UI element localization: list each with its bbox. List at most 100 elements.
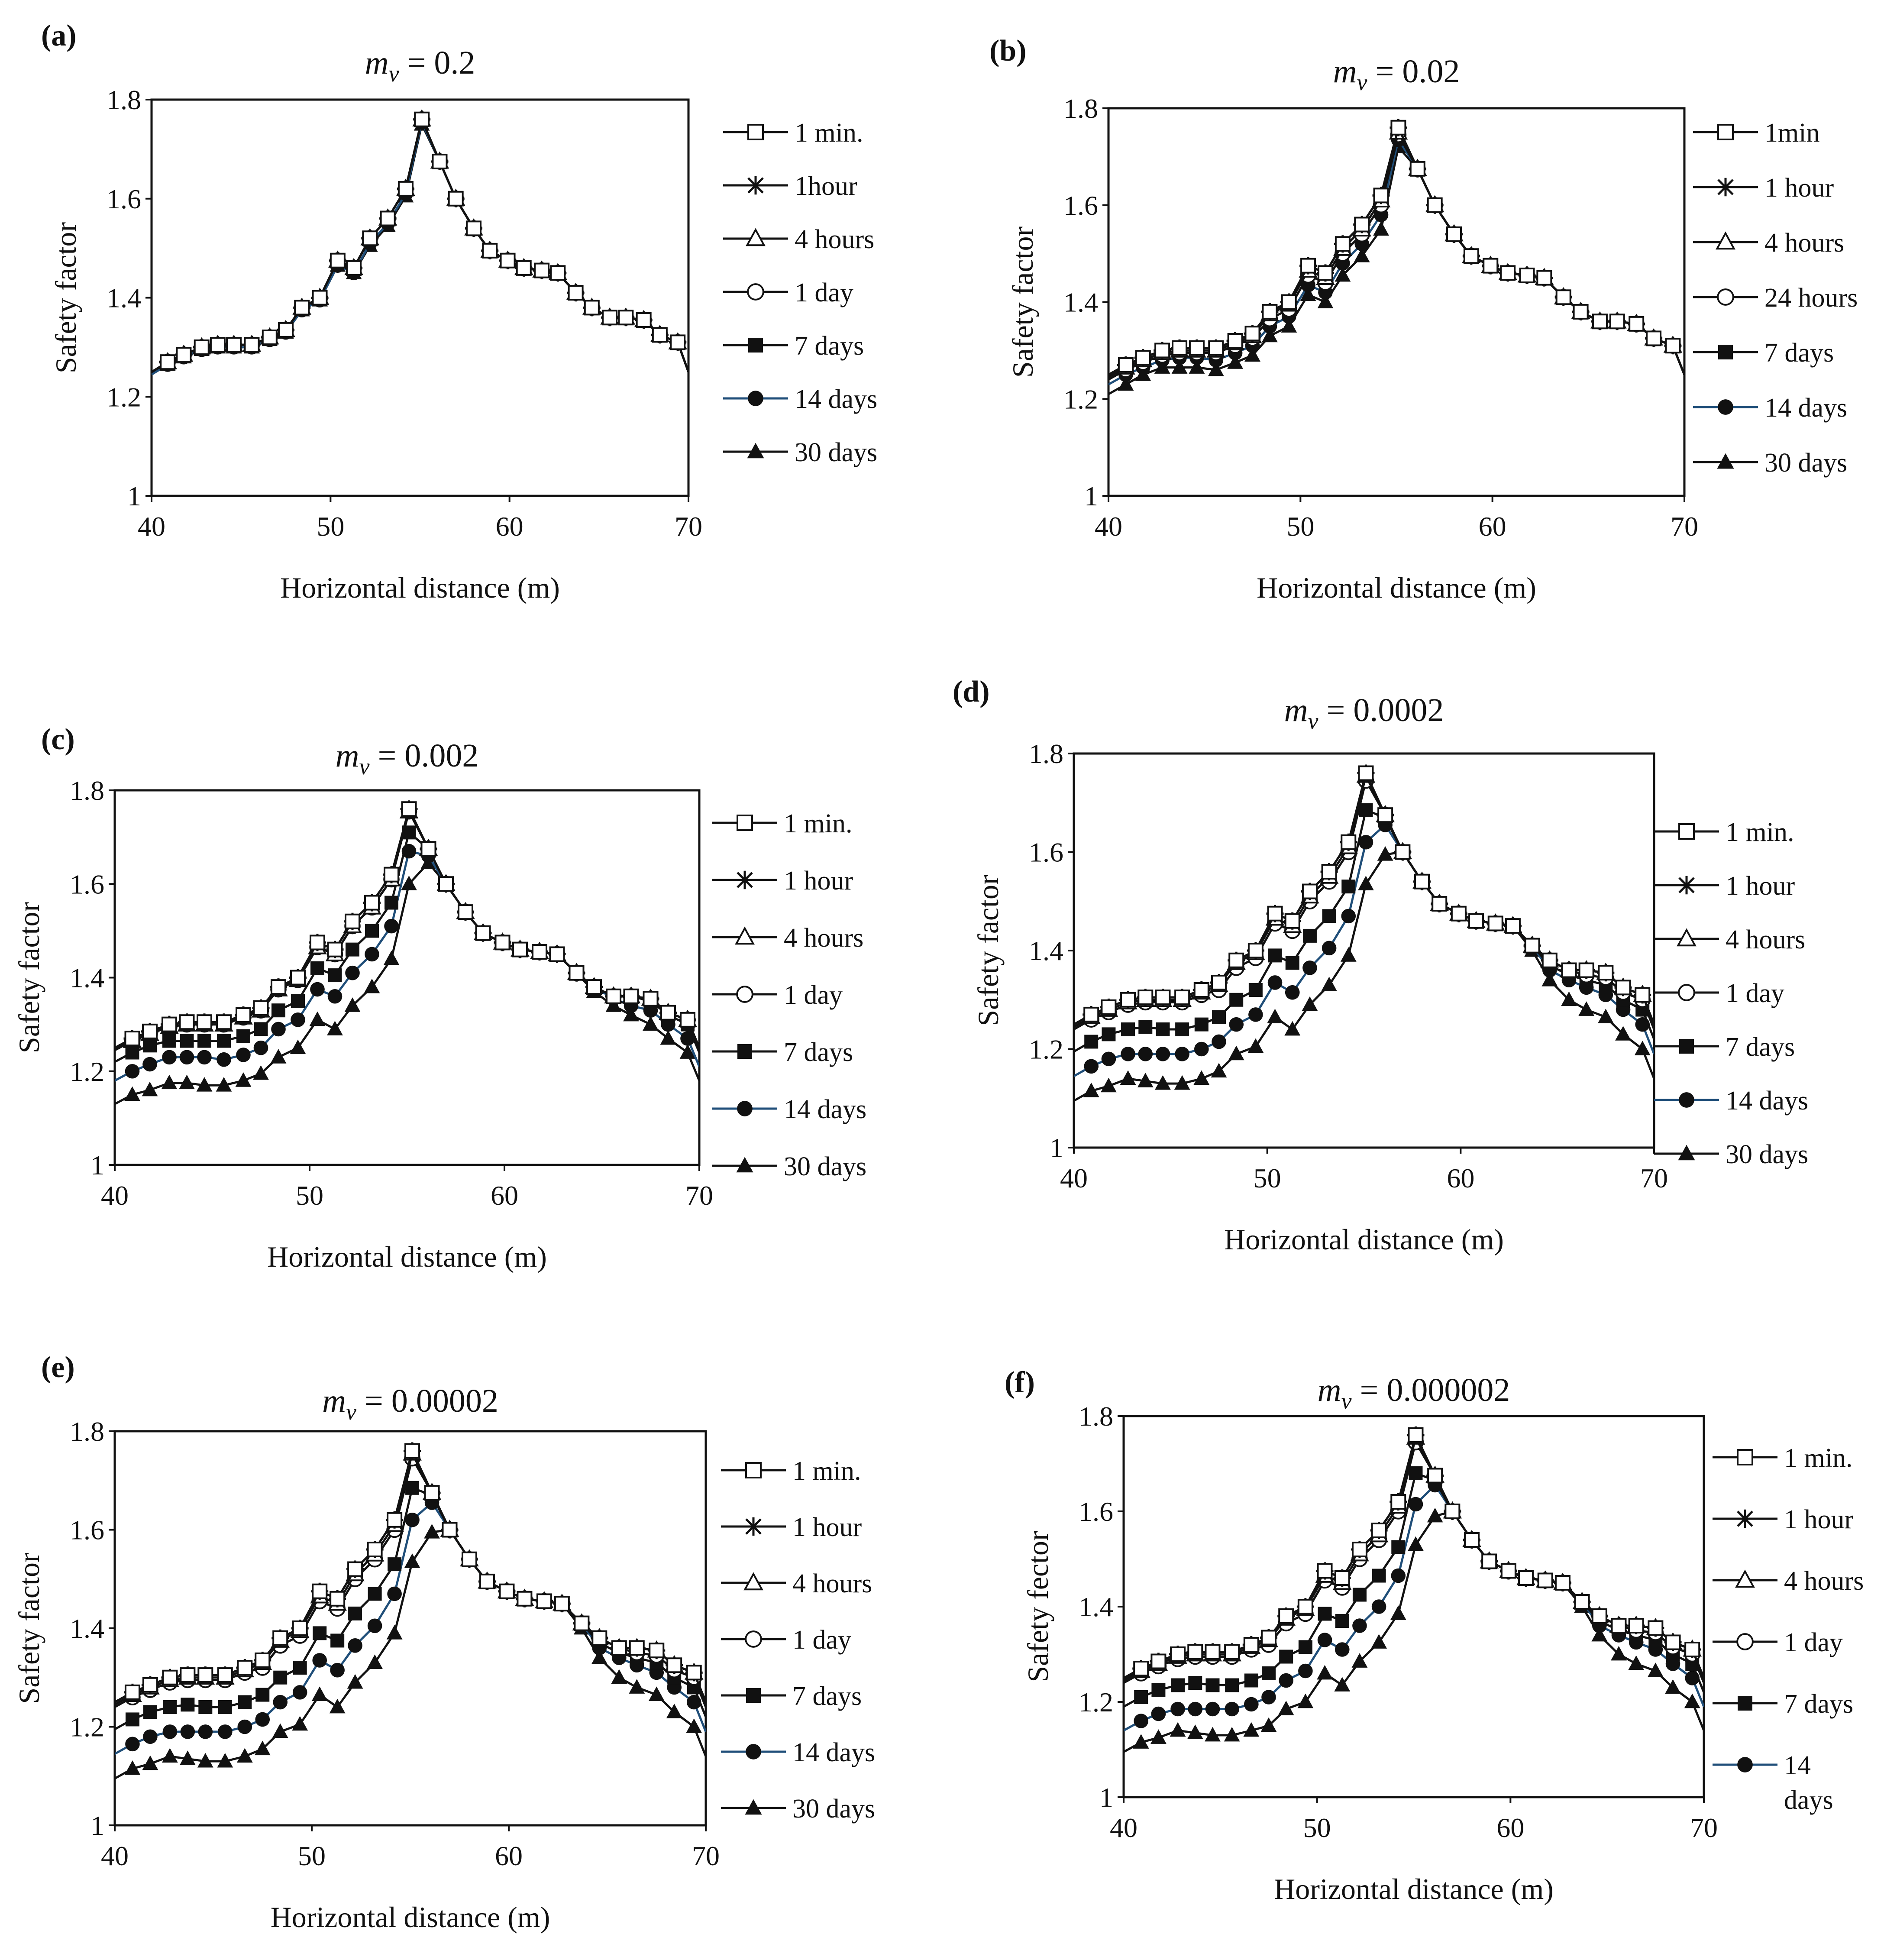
legend-label: 14 days [1726,1086,1808,1116]
legend-marker [746,1744,761,1759]
chart-title: mv = 0.002 [336,737,479,779]
data-point [1390,1605,1406,1620]
legend-marker [737,815,753,831]
series-group [152,109,688,375]
data-point [1262,327,1278,343]
legend-label: 7 days [1764,338,1834,368]
data-point [448,191,464,207]
data-point [1414,873,1430,889]
y-tick-label: 1.4 [1079,1591,1113,1622]
data-point [1317,294,1334,308]
data-point [1463,248,1479,264]
data-point [1244,347,1260,362]
data-point [652,327,668,343]
data-point [210,337,226,353]
data-point [1175,1047,1189,1061]
data-point [1391,1568,1406,1583]
data-point [1281,318,1297,333]
data-point [346,942,359,957]
data-point [1278,1701,1294,1715]
data-point [424,1523,440,1539]
data-point [235,1072,252,1087]
data-point [1573,304,1589,320]
legend: 1 min. 1 hour 4 hours 1 day 7 days 14 days [1713,1443,1864,1815]
data-point [1578,962,1594,978]
chart-title: mv = 0.02 [1333,53,1460,95]
data-point [1118,376,1134,391]
data-point [254,1022,268,1036]
data-point [226,337,242,353]
chart-title: mv = 0.2 [365,45,475,87]
data-point [125,1712,139,1727]
data-point [237,1660,253,1675]
data-point [365,924,379,938]
data-point [1505,918,1521,934]
series-group [1074,764,1654,1102]
x-tick-label: 40 [1095,511,1122,542]
data-point [236,1048,251,1062]
data-point [629,1640,645,1656]
data-point [1409,1466,1423,1480]
data-point [1377,846,1393,861]
data-point [216,1077,232,1092]
data-point [1244,1673,1258,1688]
y-axis-label: Safety factor [1006,226,1039,378]
data-point [1334,1570,1350,1586]
data-point [1084,1059,1099,1074]
data-point [1341,909,1356,924]
data-point [1352,1618,1367,1633]
y-tick-label: 1.2 [1079,1687,1113,1717]
data-point [1189,359,1205,374]
data-point [584,300,600,316]
y-tick-label: 1.6 [1029,837,1063,868]
data-point [1281,294,1297,310]
data-point [1635,987,1651,1003]
data-point [1211,1063,1227,1078]
data-point [1155,1075,1171,1090]
data-point [1154,343,1170,359]
data-point [1340,947,1357,962]
y-axis-label: Safety factor [13,1552,45,1704]
panel-label: (f) [1005,1366,1035,1399]
legend-marker [744,1517,763,1536]
data-point [1409,161,1425,177]
legend-label: 14 days [795,385,877,414]
legend-label: 1min [1764,118,1819,148]
x-tick-label: 60 [495,1840,523,1871]
data-point [292,1620,308,1636]
data-point [1317,1563,1333,1579]
data-point [217,1034,231,1048]
data-point [197,1014,212,1030]
data-point [1208,340,1224,356]
data-point [142,1057,157,1072]
data-point [611,1669,627,1684]
data-point [1212,1034,1226,1049]
data-point [1172,340,1188,356]
data-point [348,1638,362,1653]
data-point [386,1625,403,1640]
data-point [1615,980,1631,996]
legend-label: 1 day [1726,979,1784,1008]
data-point [125,1737,140,1752]
data-point [623,1006,639,1022]
data-point [1284,1021,1301,1036]
data-point [310,935,325,951]
data-point [387,1512,403,1528]
x-tick-label: 40 [1110,1812,1138,1843]
data-point [1377,807,1393,823]
data-point [1101,1051,1116,1067]
chart-panel-a: (a) mv = 0.2 1 1.2 1.4 1.6 1.8 40 50 60 70 Horizont… [41,19,877,604]
data-point [272,1630,288,1646]
x-tick-label: 60 [1496,1812,1524,1843]
data-point [1628,1618,1644,1633]
data-point [142,1023,158,1039]
data-point [1278,1608,1294,1624]
data-point [494,935,511,951]
data-point [1629,316,1645,332]
legend-marker [1737,1757,1753,1772]
data-point [1227,333,1243,349]
x-tick-label: 40 [101,1180,129,1211]
data-point [1665,1634,1681,1650]
data-point [1352,1588,1367,1602]
data-point [162,1050,177,1065]
